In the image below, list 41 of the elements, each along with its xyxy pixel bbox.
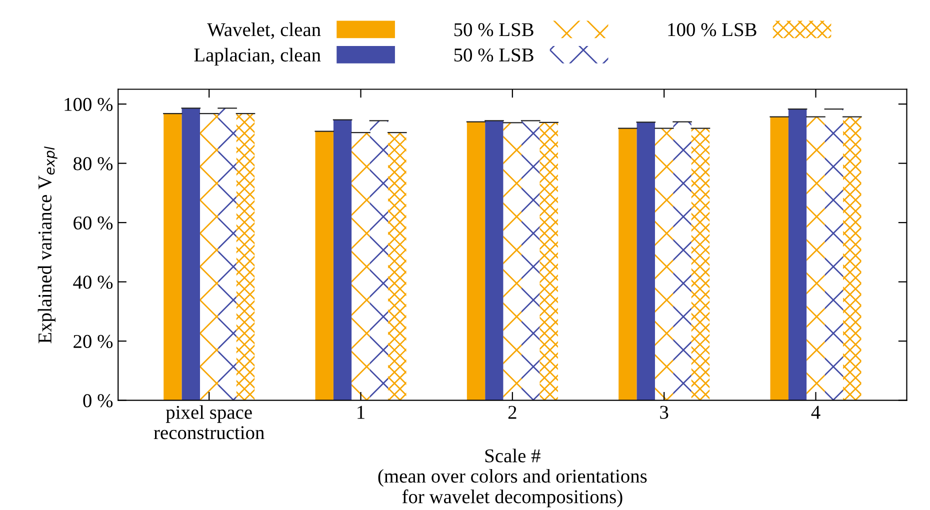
bar — [843, 116, 862, 400]
bar — [200, 114, 218, 400]
bar — [770, 116, 788, 400]
bar — [522, 120, 540, 400]
bar — [218, 108, 236, 400]
bar — [806, 116, 825, 400]
bar — [315, 131, 334, 400]
y-tick-label: 80 % — [73, 157, 113, 170]
bar — [164, 114, 182, 400]
y-tick-label: 100 % — [64, 98, 113, 112]
legend-label: Wavelet, clean — [207, 22, 321, 40]
legend-label: 50 % LSB — [454, 23, 534, 36]
bar — [485, 120, 504, 400]
x-tick-label: 4 — [811, 406, 820, 419]
x-tick-label: 3 — [660, 406, 668, 419]
y-tick-label: 60 % — [74, 216, 113, 230]
y-tick-label: 20 % — [74, 334, 113, 348]
legend-label: Laplacian, clean — [194, 48, 321, 66]
y-tick-label: 0 % — [83, 394, 113, 408]
bar — [352, 132, 370, 400]
bar — [618, 128, 637, 400]
y-axis-title: Explained variance V$_{expl}$ — [38, 146, 58, 344]
y-tick-label: 40 % — [73, 276, 113, 289]
bar — [388, 132, 406, 400]
x-axis-title: Scale # (mean over colors and orientations for wavelet decompositions) — [378, 448, 647, 508]
legend-label: 100 % LSB — [668, 23, 756, 36]
legend-label: 50 % LSB — [454, 48, 534, 62]
x-tick-label: pixel space reconstruction — [154, 405, 264, 440]
bar — [691, 128, 710, 400]
bar — [503, 122, 522, 400]
bar — [654, 128, 674, 400]
bar — [788, 109, 807, 400]
bar — [824, 109, 844, 400]
bar — [540, 122, 558, 400]
bar — [236, 114, 255, 400]
bar — [466, 122, 486, 400]
x-tick-label: 1 — [358, 406, 364, 419]
bar — [182, 108, 200, 400]
bar — [333, 120, 352, 400]
bar — [636, 122, 655, 400]
x-tick-label: 2 — [508, 406, 516, 419]
